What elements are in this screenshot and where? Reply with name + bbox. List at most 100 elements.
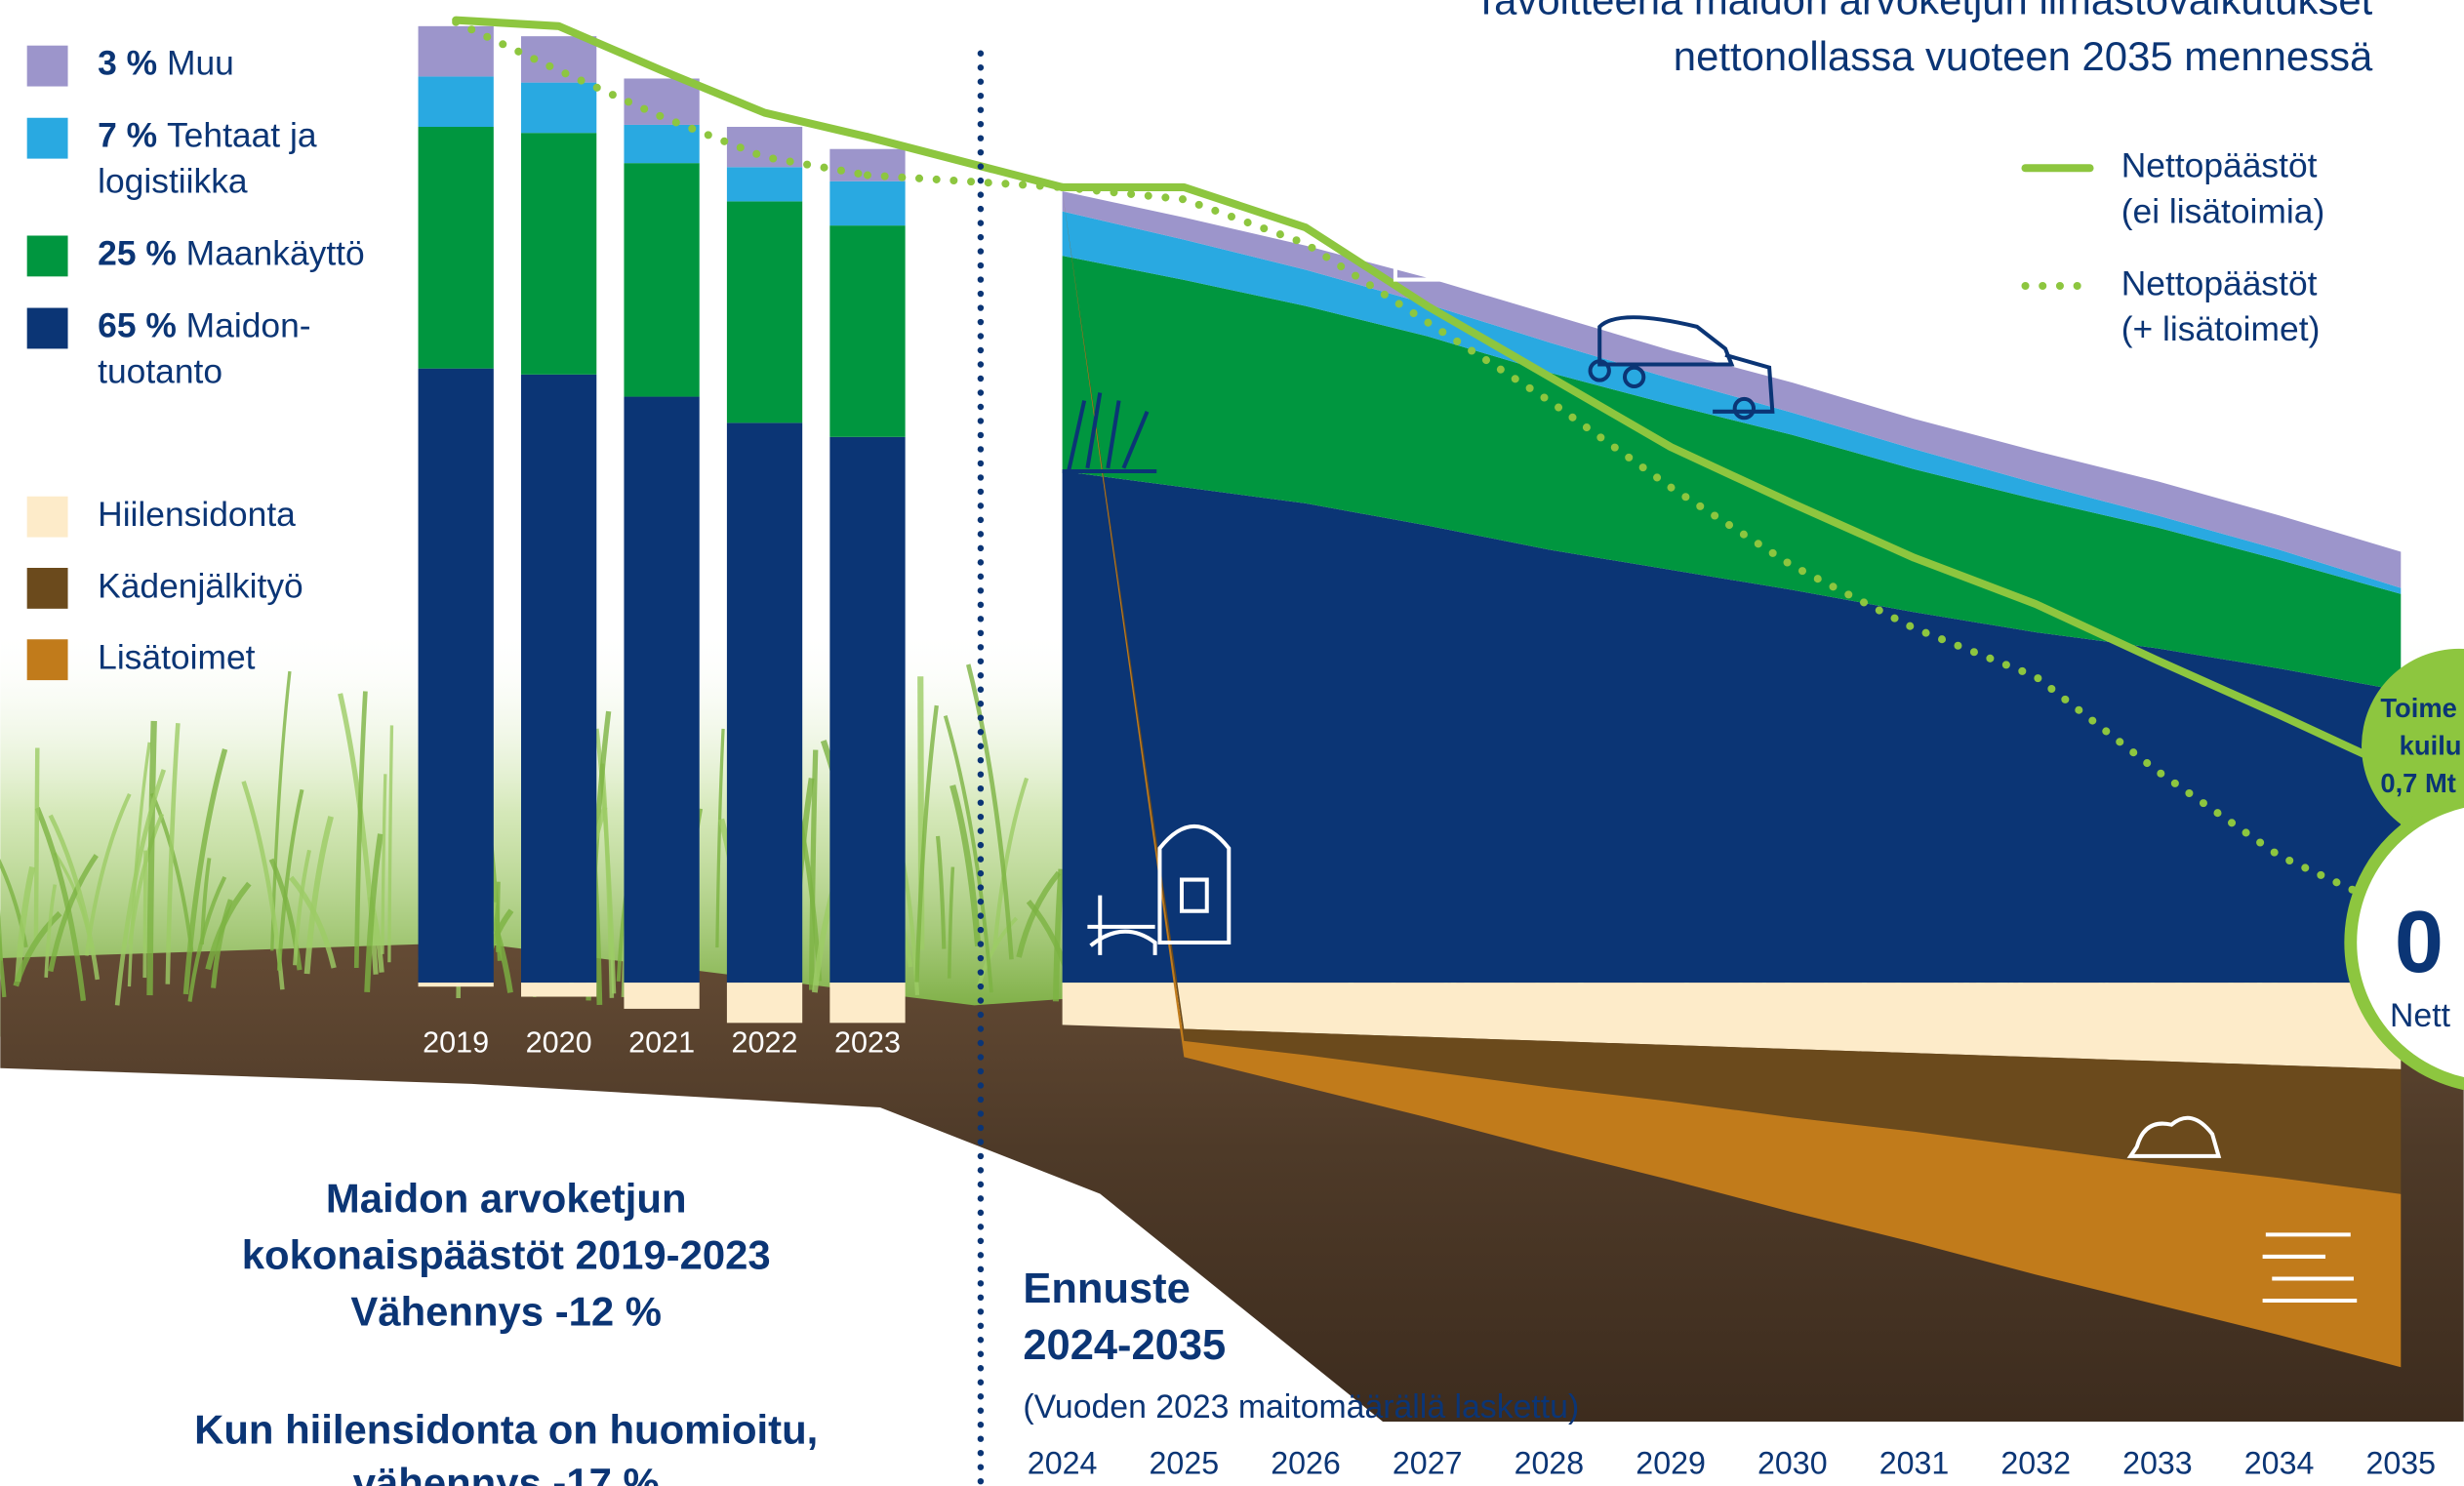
x-tick-label: 2035 <box>2365 1446 2436 1481</box>
x-tick-label: 2028 <box>1515 1446 1585 1481</box>
summary: Kun hiilensidonta on huomioitu, <box>194 1406 818 1452</box>
x-tick-label: 2025 <box>1150 1446 1220 1481</box>
legend-label: (ei lisätoimia) <box>2121 191 2325 230</box>
barn-icon <box>1087 824 1232 955</box>
x-tick-label: 2023 <box>834 1026 901 1060</box>
legend-label: tuotanto <box>98 352 222 391</box>
target-label: Nett <box>2390 997 2451 1034</box>
grass-blade <box>353 691 368 969</box>
legend-label: Nettopäästöt <box>2121 146 2318 185</box>
grass-blade <box>200 858 212 944</box>
grass-blade <box>0 933 7 998</box>
gap-label: Toime <box>2380 693 2457 723</box>
legend-label: 3 % Muu <box>98 44 234 83</box>
grass-blade <box>303 816 334 975</box>
truck-wheel <box>1622 365 1646 389</box>
legend-label: Lisätoimet <box>98 638 256 677</box>
bar-segment <box>624 163 700 397</box>
truck-wheel <box>1732 396 1757 421</box>
grass-blade <box>943 715 993 993</box>
gap-label: 0,7 Mt <box>2380 768 2456 798</box>
truck-icon <box>1597 315 1775 414</box>
net-emissions-line <box>452 18 872 180</box>
layers-icon <box>2262 1232 2358 1304</box>
legend-swatch <box>26 496 68 538</box>
bar-segment <box>829 983 906 1024</box>
legend-swatch <box>26 639 68 681</box>
grass-blade <box>15 865 36 983</box>
x-tick-label: 2034 <box>2244 1446 2315 1481</box>
legend-share: 25 % <box>98 234 177 273</box>
net-emissions-line <box>452 16 872 141</box>
summary: Vähennys -12 % <box>350 1289 662 1335</box>
legend-share: 7 % <box>98 116 157 155</box>
legend-share: 65 % <box>98 306 177 345</box>
area-layer <box>1062 191 2402 1368</box>
grass-blade <box>947 866 955 979</box>
bar-segment <box>624 983 700 1009</box>
bar-segment <box>418 127 494 369</box>
grass-blade <box>127 742 151 987</box>
legend-label: logistiikka <box>98 162 248 201</box>
grass-blade <box>268 858 303 971</box>
summary: kokonaispäästöt 2019-2023 <box>242 1232 771 1278</box>
bar-segment <box>418 983 494 987</box>
forecast-heading: Ennuste <box>1023 1265 1190 1312</box>
legend-swatch <box>26 117 68 159</box>
legend-label: Nettopäästöt <box>2121 263 2318 302</box>
grass-blade <box>165 723 181 984</box>
forecast-note: (Vuoden 2023 maitomäärällä laskettu) <box>1023 1388 1579 1426</box>
x-tick-label: 2024 <box>1028 1446 1098 1481</box>
bar-segment <box>726 167 803 202</box>
legend-space <box>157 44 167 83</box>
grass-blade <box>496 881 501 952</box>
grass-blade <box>211 899 233 988</box>
bar-segment <box>829 436 906 984</box>
grass-blade <box>128 813 165 945</box>
target-circle <box>2344 794 2464 1091</box>
grass-blade <box>149 792 194 953</box>
truck-wheel <box>1588 359 1611 382</box>
grass-blade <box>387 725 394 963</box>
x-tick-label: 2019 <box>423 1026 489 1060</box>
legend-name: Maidon- <box>186 306 311 345</box>
summary: Maidon arvoketjun <box>326 1176 687 1222</box>
legend-swatch <box>26 567 68 609</box>
area-layer <box>1062 983 2402 1069</box>
legend-swatch <box>26 307 68 349</box>
bar-segment <box>726 201 803 423</box>
legend-label: 7 % Tehtaat ja <box>98 116 317 155</box>
overlay: Toime kuilu 0,7 Mt 0 Nett Tavoitteena ma… <box>194 0 2464 1486</box>
bar-segment <box>829 181 906 226</box>
bar-segment <box>521 374 597 984</box>
grass-blade <box>48 814 101 981</box>
grass-blade <box>381 774 387 954</box>
grass-blade <box>48 854 99 973</box>
bar-segment <box>521 82 597 134</box>
bar-segment <box>521 983 597 997</box>
x-tick-label: 2021 <box>628 1026 695 1060</box>
bar-segment <box>624 396 700 984</box>
grass-blade <box>276 788 304 971</box>
grass-blade <box>808 749 819 990</box>
line-connector <box>863 133 1067 191</box>
grass-blade <box>114 769 167 1006</box>
title: Tavoitteena maidon arvoketjun ilmastovai… <box>1474 0 2372 22</box>
grass-blade <box>289 875 337 969</box>
cloud-icon <box>2126 1115 2222 1158</box>
x-tick-label: 2033 <box>2122 1446 2193 1481</box>
grass-blade <box>966 663 1014 960</box>
net-emissions-line <box>1058 182 2405 916</box>
grass-blade <box>34 807 87 1002</box>
lines <box>452 16 2405 916</box>
legend-name: Tehtaat ja <box>167 116 317 155</box>
bar-segment <box>418 368 494 984</box>
grass-blade <box>715 728 725 948</box>
legend-name: Muu <box>167 44 234 83</box>
target-label: 0 <box>2395 893 2444 991</box>
legend-name: Maankäyttö <box>186 234 365 273</box>
title: nettonollassa vuoteen 2035 mennessä <box>1674 33 2373 79</box>
